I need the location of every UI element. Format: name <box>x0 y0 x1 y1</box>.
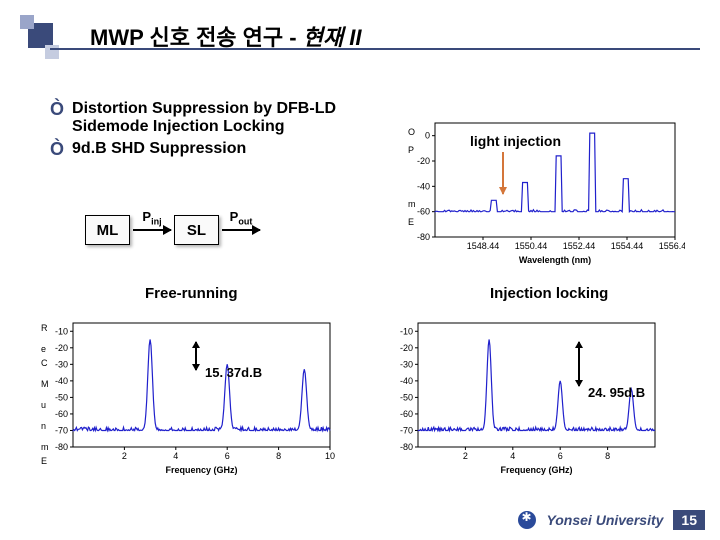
svg-text:1552.44: 1552.44 <box>563 241 596 251</box>
injection-locking-label: Injection locking <box>490 285 608 302</box>
university-name: Yonsei University <box>546 512 663 528</box>
diagram-box-ml: ML <box>85 215 130 245</box>
svg-text:Wavelength (nm): Wavelength (nm) <box>519 255 591 265</box>
svg-text:E: E <box>41 456 47 466</box>
svg-text:-40: -40 <box>55 376 68 386</box>
svg-text:-40: -40 <box>400 376 413 386</box>
svg-text:2: 2 <box>463 451 468 461</box>
block-diagram: ML Pinj SL Pout <box>85 215 263 245</box>
diagram-arrow: Pinj <box>133 229 171 231</box>
svg-text:-60: -60 <box>55 409 68 419</box>
svg-text:C: C <box>41 358 48 368</box>
university-logo-icon <box>518 511 536 529</box>
diagram-arrow: Pout <box>222 229 260 231</box>
svg-text:-20: -20 <box>55 343 68 353</box>
title-prefix: MWP 신호 전송 연구 - <box>90 25 303 50</box>
bullet-icon: Ò <box>50 140 64 158</box>
title-bar: MWP 신호 전송 연구 - 현재 II <box>50 20 700 50</box>
svg-text:O: O <box>408 127 415 137</box>
free-running-annotation: 15. 37d.B <box>205 365 262 380</box>
free-running-chart: -10 -20 -30 -40 -50 -60 -70 -80 2 4 6 8 10 Frequency … <box>35 315 340 475</box>
svg-text:m: m <box>41 442 49 452</box>
svg-text:10: 10 <box>325 451 335 461</box>
svg-text:8: 8 <box>276 451 281 461</box>
svg-text:-60: -60 <box>400 409 413 419</box>
bullet-list: Ò Distortion Suppression by DFB-LD Sidem… <box>50 100 390 162</box>
footer: Yonsei University 15 <box>518 510 705 530</box>
svg-text:2: 2 <box>122 451 127 461</box>
svg-text:1556.44: 1556.44 <box>659 241 685 251</box>
svg-text:P: P <box>408 145 414 155</box>
bullet-icon: Ò <box>50 100 64 118</box>
svg-text:n: n <box>41 421 46 431</box>
svg-text:-50: -50 <box>400 392 413 402</box>
svg-text:-70: -70 <box>55 425 68 435</box>
svg-text:4: 4 <box>173 451 178 461</box>
svg-text:-30: -30 <box>400 359 413 369</box>
svg-text:-20: -20 <box>400 343 413 353</box>
svg-text:4: 4 <box>510 451 515 461</box>
free-running-label: Free-running <box>145 285 238 302</box>
svg-text:-80: -80 <box>400 442 413 452</box>
diagram-box-sl: SL <box>174 215 219 245</box>
svg-text:Frequency (GHz): Frequency (GHz) <box>500 465 572 475</box>
bullet-item: Ò Distortion Suppression by DFB-LD Sidem… <box>50 100 390 136</box>
title-suffix: 현재 II <box>303 25 362 50</box>
svg-text:-40: -40 <box>417 181 430 191</box>
svg-text:8: 8 <box>605 451 610 461</box>
svg-text:-80: -80 <box>417 232 430 242</box>
svg-text:0: 0 <box>425 131 430 141</box>
svg-text:6: 6 <box>558 451 563 461</box>
svg-text:E: E <box>408 217 414 227</box>
svg-text:1554.44: 1554.44 <box>611 241 644 251</box>
annotation-arrow-icon <box>195 342 197 370</box>
svg-text:M: M <box>41 379 49 389</box>
svg-text:-80: -80 <box>55 442 68 452</box>
svg-text:u: u <box>41 400 46 410</box>
svg-text:Frequency (GHz): Frequency (GHz) <box>165 465 237 475</box>
svg-text:-50: -50 <box>55 392 68 402</box>
svg-text:-20: -20 <box>417 156 430 166</box>
svg-text:m: m <box>408 199 416 209</box>
svg-text:R: R <box>41 323 48 333</box>
svg-text:-10: -10 <box>400 326 413 336</box>
svg-text:1548.44: 1548.44 <box>467 241 500 251</box>
page-title: MWP 신호 전송 연구 - 현재 II <box>50 20 700 52</box>
svg-text:6: 6 <box>225 451 230 461</box>
svg-text:-30: -30 <box>55 359 68 369</box>
svg-text:e: e <box>41 344 46 354</box>
bullet-item: Ò 9d.B SHD Suppression <box>50 140 390 158</box>
injection-locking-annotation: 24. 95d.B <box>588 385 645 400</box>
svg-text:1550.44: 1550.44 <box>515 241 548 251</box>
bullet-text: Distortion Suppression by DFB-LD Sidemod… <box>72 100 390 136</box>
page-number: 15 <box>673 510 705 530</box>
svg-text:-10: -10 <box>55 326 68 336</box>
arrow-label: Pinj <box>142 209 161 227</box>
bullet-text: 9d.B SHD Suppression <box>72 140 246 158</box>
svg-text:-70: -70 <box>400 425 413 435</box>
wavelength-spectrum-chart: 0 -20 -40 -60 -80 1548.44 1550.44 1552.44 1554.4… <box>400 115 685 265</box>
svg-text:-60: -60 <box>417 207 430 217</box>
arrow-label: Pout <box>230 209 253 227</box>
annotation-arrow-icon <box>578 342 580 386</box>
